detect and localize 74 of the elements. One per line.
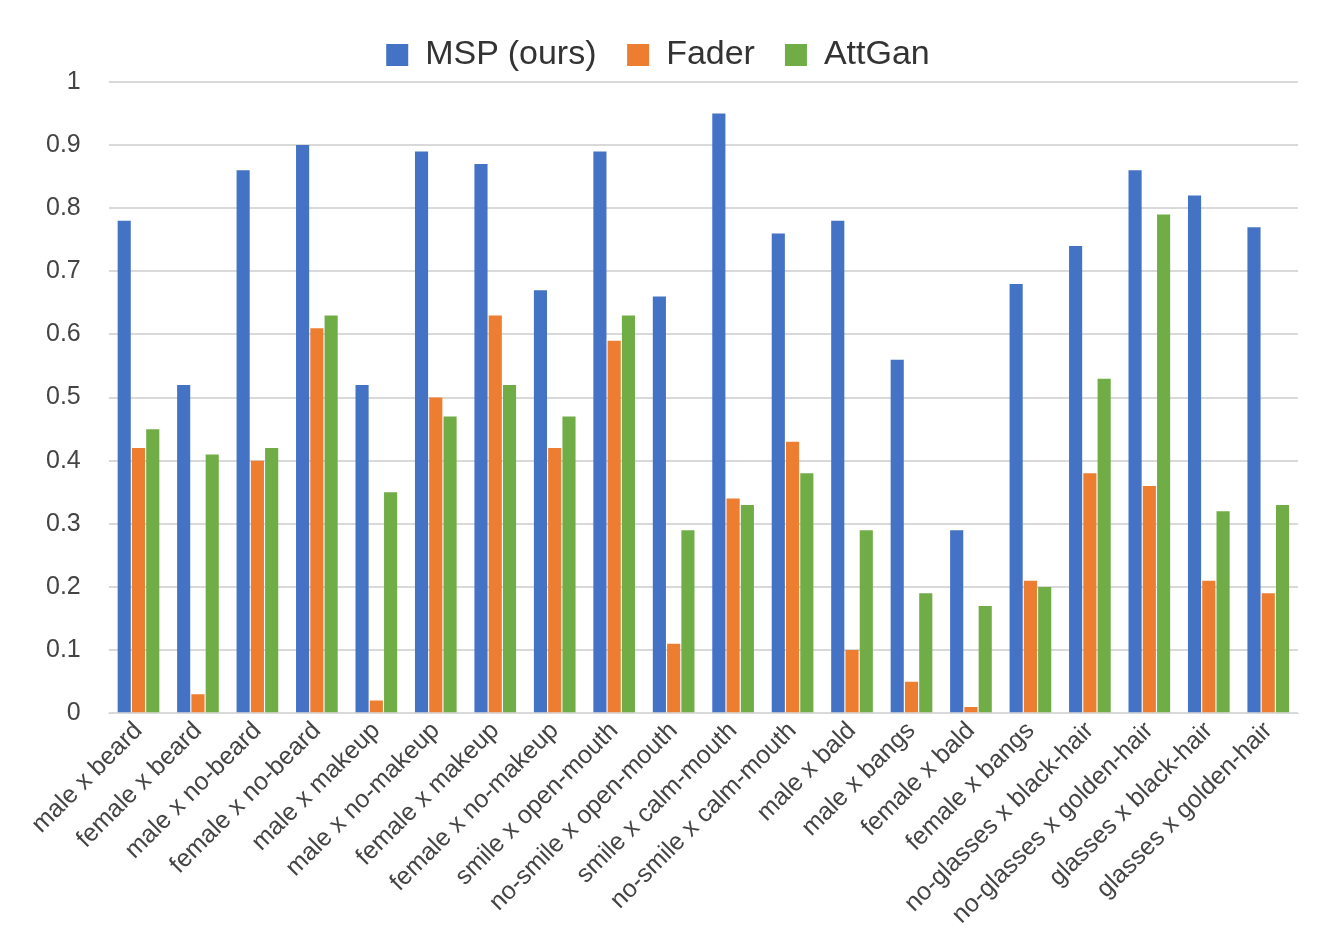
bar bbox=[548, 448, 562, 713]
bar bbox=[384, 492, 398, 713]
y-tick-label: 0.9 bbox=[45, 129, 81, 158]
bar bbox=[1261, 593, 1275, 713]
legend-label: MSP (ours) bbox=[425, 33, 597, 72]
bar bbox=[533, 290, 548, 713]
legend-label: Fader bbox=[666, 33, 755, 72]
bar bbox=[593, 151, 607, 713]
bar bbox=[652, 296, 666, 713]
bar bbox=[771, 233, 785, 713]
bar bbox=[369, 700, 383, 713]
bar bbox=[964, 706, 978, 713]
bar bbox=[1097, 378, 1111, 713]
bar bbox=[1216, 511, 1230, 713]
y-tick-label: 0.6 bbox=[45, 318, 81, 347]
bar bbox=[950, 530, 964, 713]
bar bbox=[1247, 227, 1261, 713]
bar bbox=[443, 416, 457, 713]
y-tick-label: 0.5 bbox=[45, 381, 81, 410]
bar bbox=[296, 145, 310, 713]
bar bbox=[726, 498, 740, 713]
bar bbox=[1275, 504, 1290, 713]
bar bbox=[831, 220, 845, 713]
bar bbox=[117, 220, 131, 713]
bar bbox=[177, 384, 191, 713]
bar bbox=[414, 151, 429, 713]
y-tick-label: 0.2 bbox=[45, 570, 81, 599]
bar bbox=[712, 113, 726, 713]
bar bbox=[310, 328, 324, 713]
bar bbox=[800, 473, 814, 713]
y-tick-label: 0.4 bbox=[45, 444, 81, 473]
bar bbox=[859, 530, 873, 713]
y-tick-label: 0.7 bbox=[45, 255, 81, 284]
bar bbox=[131, 448, 146, 713]
bar bbox=[1009, 283, 1023, 713]
bar bbox=[845, 650, 859, 713]
bar bbox=[1157, 214, 1171, 713]
bar bbox=[1128, 170, 1142, 713]
bar bbox=[740, 504, 754, 713]
bar bbox=[1202, 580, 1216, 713]
bar bbox=[562, 416, 576, 713]
bar bbox=[607, 340, 621, 713]
bar bbox=[978, 605, 992, 713]
bar bbox=[488, 315, 502, 713]
bar bbox=[265, 448, 279, 713]
bar bbox=[1069, 246, 1083, 713]
bar bbox=[250, 460, 264, 713]
bar bbox=[621, 315, 636, 713]
bar bbox=[1023, 580, 1037, 713]
bar bbox=[236, 170, 250, 713]
bar bbox=[681, 530, 695, 713]
bar bbox=[786, 441, 800, 713]
y-tick-label: 0 bbox=[66, 697, 81, 726]
y-tick-label: 1 bbox=[66, 65, 81, 94]
bar bbox=[904, 681, 919, 713]
bar bbox=[1187, 195, 1202, 713]
bar bbox=[890, 359, 904, 713]
bar bbox=[502, 384, 517, 713]
y-tick-label: 0.3 bbox=[45, 507, 81, 536]
bar bbox=[667, 643, 681, 713]
bar bbox=[429, 397, 443, 713]
bar bbox=[1142, 485, 1156, 713]
bar bbox=[1038, 586, 1052, 713]
bar bbox=[919, 593, 933, 713]
bar bbox=[474, 164, 488, 713]
y-tick-label: 0.1 bbox=[45, 633, 81, 662]
bar bbox=[1083, 473, 1097, 713]
bar bbox=[324, 315, 338, 713]
bar bbox=[205, 454, 219, 713]
y-tick-label: 0.8 bbox=[45, 192, 81, 221]
bar bbox=[355, 384, 369, 713]
legend-label: AttGan bbox=[823, 33, 930, 72]
bar bbox=[191, 694, 205, 713]
bar bbox=[146, 429, 160, 713]
